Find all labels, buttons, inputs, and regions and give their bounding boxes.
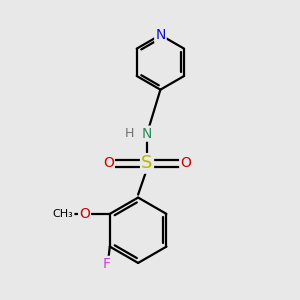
Text: N: N xyxy=(155,28,166,42)
Text: N: N xyxy=(142,127,152,141)
Text: H: H xyxy=(124,127,134,140)
Text: F: F xyxy=(103,257,111,271)
Text: CH₃: CH₃ xyxy=(53,209,74,219)
Text: O: O xyxy=(180,156,191,170)
Text: S: S xyxy=(141,154,153,172)
Text: O: O xyxy=(79,207,90,221)
Text: O: O xyxy=(103,156,114,170)
